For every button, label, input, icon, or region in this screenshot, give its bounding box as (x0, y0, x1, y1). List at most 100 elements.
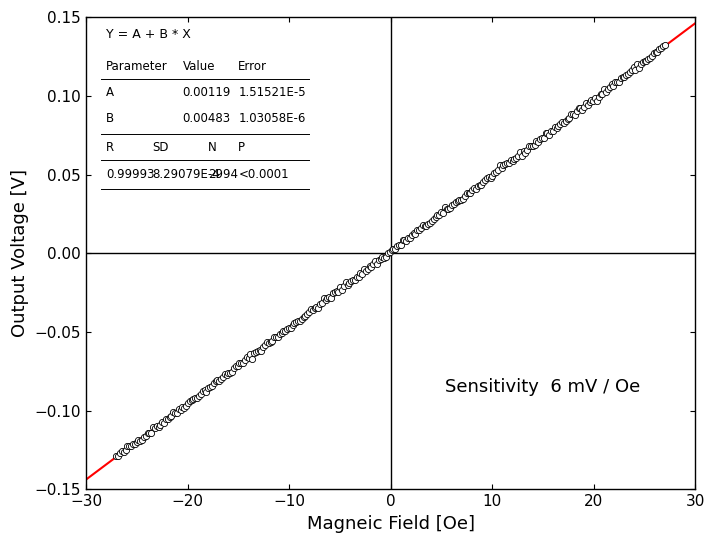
Point (285, 324, 296, 332)
Point (340, 278, 352, 287)
Point (204, 383, 216, 392)
Point (228, 363, 240, 372)
Point (334, 283, 346, 292)
Point (479, 176, 490, 184)
Point (338, 281, 349, 290)
Point (596, 90, 608, 99)
Point (472, 182, 483, 190)
Point (621, 71, 632, 79)
Point (584, 97, 595, 106)
Text: 1.51521E-5: 1.51521E-5 (238, 86, 306, 100)
Point (470, 184, 482, 193)
Point (188, 395, 199, 404)
Text: Y = A + B * X: Y = A + B * X (107, 28, 191, 41)
Text: Parameter: Parameter (107, 60, 168, 72)
Point (417, 220, 428, 229)
Point (246, 354, 258, 363)
Point (632, 59, 643, 68)
Point (111, 452, 122, 460)
Point (554, 119, 566, 128)
Point (615, 74, 626, 83)
Point (567, 110, 579, 119)
Point (508, 154, 520, 163)
Point (445, 204, 456, 213)
Point (558, 119, 570, 127)
Point (371, 259, 382, 268)
Point (353, 273, 364, 281)
Point (305, 304, 316, 313)
Point (543, 131, 555, 140)
Point (232, 362, 243, 370)
Point (468, 184, 480, 193)
Point (289, 319, 300, 327)
Point (324, 293, 335, 302)
Point (243, 354, 254, 362)
Text: Value: Value (183, 60, 215, 72)
Point (278, 326, 289, 335)
Point (304, 308, 315, 317)
Point (569, 110, 581, 119)
Point (362, 264, 374, 273)
Point (349, 276, 361, 285)
Point (549, 123, 561, 132)
Point (384, 248, 395, 256)
Point (137, 435, 148, 444)
Point (166, 412, 178, 421)
Point (256, 347, 267, 355)
Point (380, 252, 392, 261)
Point (265, 338, 276, 347)
Point (556, 118, 568, 126)
Point (432, 211, 443, 220)
Point (236, 358, 247, 367)
Point (206, 382, 218, 391)
Point (374, 254, 386, 263)
Point (404, 234, 415, 243)
Point (217, 372, 228, 381)
Point (410, 230, 421, 238)
Point (112, 451, 124, 460)
Point (619, 73, 630, 82)
Point (399, 236, 410, 245)
Point (406, 230, 417, 239)
Point (659, 41, 670, 50)
Point (639, 57, 650, 65)
Point (637, 58, 649, 66)
Point (450, 197, 461, 206)
Point (588, 96, 599, 105)
Point (507, 157, 518, 165)
Point (345, 276, 357, 285)
Point (591, 97, 603, 106)
Point (333, 287, 344, 296)
Point (563, 114, 575, 123)
Point (281, 325, 293, 334)
Point (162, 415, 173, 423)
Point (454, 196, 465, 205)
Point (230, 361, 241, 370)
Point (487, 172, 498, 181)
Point (428, 214, 440, 223)
Point (135, 437, 146, 446)
Point (426, 217, 437, 225)
Point (164, 413, 175, 422)
Point (408, 228, 420, 237)
Text: Error: Error (238, 60, 267, 72)
Point (503, 159, 515, 168)
Point (397, 236, 408, 244)
Point (387, 245, 399, 254)
Point (485, 174, 496, 183)
Point (393, 240, 405, 249)
Point (193, 392, 205, 400)
Point (311, 303, 322, 312)
Text: SD: SD (152, 141, 168, 154)
Point (546, 127, 557, 135)
Point (562, 115, 574, 124)
Point (505, 156, 516, 165)
Point (538, 133, 549, 142)
Point (655, 44, 667, 53)
Point (250, 348, 261, 357)
Point (321, 294, 333, 303)
Point (463, 188, 474, 197)
Point (223, 369, 234, 378)
Point (212, 376, 223, 385)
Point (270, 332, 281, 341)
